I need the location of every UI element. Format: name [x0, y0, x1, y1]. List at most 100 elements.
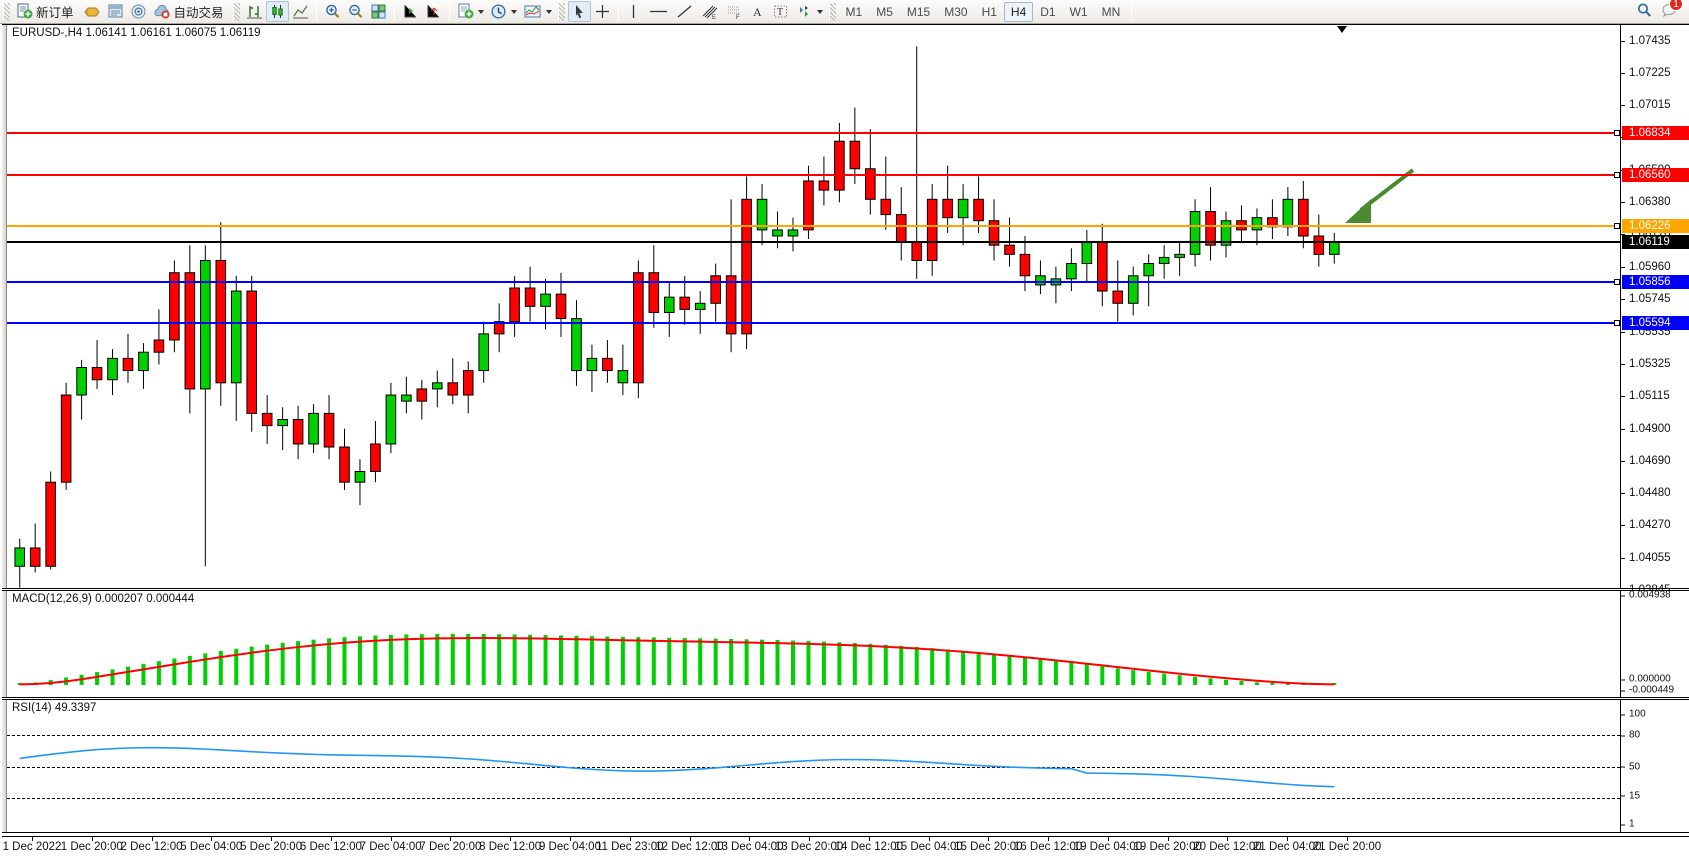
rsi-tick: 15 [1621, 790, 1640, 801]
timeframe-w1-button[interactable]: W1 [1069, 4, 1088, 19]
indicators-caret-icon[interactable] [545, 9, 552, 14]
period-button[interactable] [487, 1, 520, 22]
auto-trading-button[interactable]: 自动交易 [150, 1, 230, 22]
chart-area[interactable]: EURUSD-,H4 1.06141 1.06161 1.06075 1.061… [0, 24, 1689, 858]
time-tick-mark [271, 837, 273, 841]
period-caret-icon[interactable] [510, 9, 517, 14]
price-tick: 1.05115 [1621, 390, 1670, 402]
price-level-resistance[interactable] [7, 171, 1620, 178]
time-tick-mark [928, 837, 930, 841]
time-tick-mark [749, 837, 751, 841]
level-handle[interactable] [1614, 222, 1620, 229]
market-watch-button[interactable] [80, 1, 104, 22]
main-toolbar: 新订单 自动交易 [0, 0, 1689, 24]
time-tick-mark [1167, 837, 1169, 841]
level-handle[interactable] [1614, 279, 1620, 286]
new-chart-icon [458, 3, 473, 19]
price-axis[interactable]: 1.074351.072251.070151.068051.065901.063… [1620, 25, 1689, 596]
time-tick-mark [91, 837, 93, 841]
fibonacci-icon: F [727, 6, 740, 20]
price-level-pivot[interactable] [7, 222, 1620, 229]
navigator-button[interactable] [127, 1, 150, 22]
shift-end-button[interactable] [399, 1, 422, 22]
price-pane[interactable]: EURUSD-,H4 1.06141 1.06161 1.06075 1.061… [2, 24, 1689, 596]
timeframe-m1-button[interactable]: M1 [845, 4, 863, 19]
zoom-in-button[interactable] [321, 1, 344, 22]
auto-scroll-button[interactable] [422, 1, 445, 22]
timeframe-m15-button[interactable]: M15 [906, 4, 931, 19]
bar-chart-button[interactable] [243, 1, 266, 22]
toolbar-separator-1 [315, 2, 317, 21]
time-tick-label: 13 Dec 20:00 [774, 841, 844, 853]
price-tick: 1.07225 [1621, 67, 1671, 79]
toolbar-grip-2[interactable] [232, 2, 240, 21]
time-tick-mark [450, 837, 452, 841]
pane-scrollbar[interactable] [2, 25, 7, 588]
macd-plot[interactable] [7, 591, 1620, 697]
rsi-level-line [7, 766, 1620, 768]
toolbar-grip-3[interactable] [557, 2, 565, 21]
arrows-caret-icon[interactable] [816, 9, 823, 14]
time-axis[interactable]: 1 Dec 2022 1 Dec 20:00 2 Dec 12:00 5 Dec 04… [2, 836, 1689, 858]
vertical-line-button[interactable] [623, 1, 645, 22]
zoom-out-icon [348, 4, 362, 18]
cursor-tool-button[interactable] [567, 1, 591, 22]
time-tick-label: 12 Dec 12:00 [655, 841, 724, 853]
timeframe-group: M1 M5 M15 M30 H1 H4 D1 W1 MN [839, 1, 1128, 22]
rsi-tick: 50 [1621, 761, 1640, 772]
fibonacci-button[interactable]: F [722, 1, 747, 22]
rsi-pane[interactable]: RSI(14) 49.3397 100 80 50 15 1 [2, 699, 1689, 833]
toolbar-grip[interactable] [3, 2, 10, 21]
time-tick-label: 7 Dec 04:00 [359, 841, 422, 853]
timeframe-d1-button[interactable]: D1 [1040, 4, 1056, 19]
time-tick-label: 1 Dec 2022 [2, 841, 62, 853]
timeframe-m30-button[interactable]: M30 [944, 4, 968, 19]
new-chart-button[interactable] [454, 1, 487, 22]
time-tick-mark [32, 837, 33, 841]
search-button[interactable] [1636, 2, 1653, 22]
data-window-button[interactable] [104, 1, 127, 22]
price-level-resistance[interactable] [7, 129, 1620, 136]
level-handle[interactable] [1614, 129, 1620, 136]
candlestick-chart-button[interactable] [265, 1, 289, 22]
rsi-scrollbar[interactable] [2, 700, 7, 832]
macd-scrollbar[interactable] [2, 591, 7, 697]
time-tick-label: 6 Dec 12:00 [299, 841, 362, 853]
toolbar-grip-4[interactable] [828, 2, 836, 21]
notifications-button[interactable]: 1 [1661, 0, 1683, 22]
arrows-button[interactable] [792, 1, 826, 22]
price-tick: 1.04900 [1621, 423, 1671, 435]
timeframe-mn-button[interactable]: MN [1101, 4, 1121, 19]
line-chart-button[interactable] [289, 1, 312, 22]
timeframe-m5-button[interactable]: M5 [876, 4, 893, 19]
text-button[interactable]: A [747, 1, 769, 22]
new-chart-caret-icon[interactable] [477, 9, 484, 14]
text-label-button[interactable]: T [769, 1, 792, 22]
price-plot[interactable] [7, 25, 1620, 588]
new-order-button[interactable]: 新订单 [13, 1, 80, 22]
price-tick: 1.05960 [1621, 261, 1671, 273]
equidistant-channel-button[interactable]: E [697, 1, 722, 22]
level-handle[interactable] [1614, 319, 1620, 326]
price-tick: 1.06380 [1621, 196, 1671, 208]
timeframe-h4-button[interactable]: H4 [1003, 1, 1034, 22]
tile-windows-button[interactable] [367, 1, 390, 22]
price-level-support[interactable] [7, 319, 1620, 326]
rsi-plot[interactable] [7, 700, 1620, 832]
trendline-button[interactable] [672, 1, 697, 22]
price-level-support[interactable] [7, 279, 1620, 286]
price-level-last[interactable] [7, 241, 1620, 244]
rsi-axis[interactable]: 100 80 50 15 1 [1620, 700, 1689, 832]
indicators-button[interactable] [520, 1, 555, 22]
auto-trading-label: 自动交易 [173, 6, 224, 20]
timeframe-h1-button[interactable]: H1 [981, 4, 997, 19]
price-tick: 1.07435 [1621, 35, 1671, 47]
zoom-out-button[interactable] [344, 1, 367, 22]
level-handle[interactable] [1614, 171, 1620, 178]
text-icon: A [753, 5, 762, 19]
macd-axis[interactable]: 0.004938 0.000000 -0.000449 [1620, 590, 1689, 697]
crosshair-tool-button[interactable] [591, 1, 614, 22]
macd-label: MACD(12,26,9) 0.000207 0.000444 [12, 593, 195, 605]
horizontal-line-button[interactable] [645, 1, 672, 22]
macd-pane[interactable]: MACD(12,26,9) 0.000207 0.000444 0.004938… [2, 590, 1689, 698]
